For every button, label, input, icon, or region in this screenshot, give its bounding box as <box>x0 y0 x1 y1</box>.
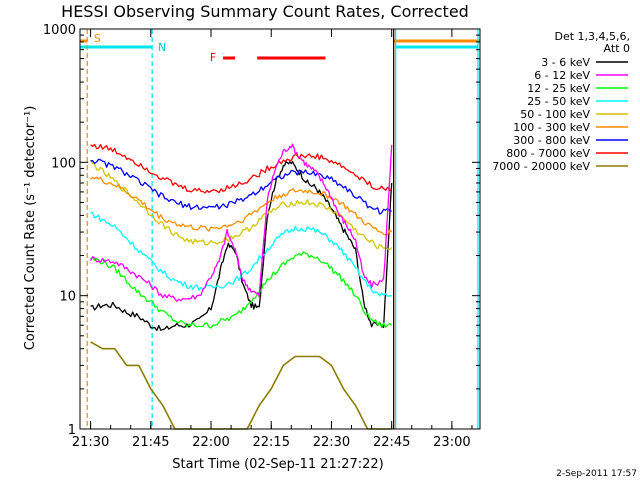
series-line <box>90 176 393 236</box>
series-line <box>90 159 393 251</box>
x-tick-label: 23:00 <box>433 435 470 450</box>
night-flag-label: N <box>158 41 166 54</box>
series-line <box>90 143 393 302</box>
x-tick-label: 22:15 <box>253 435 290 450</box>
legend-title-line-1: Det 1,3,4,5,6, <box>554 30 630 43</box>
legend-entry-label: 3 - 6 keV <box>541 56 590 69</box>
series-line <box>90 341 392 430</box>
chart-title: HESSI Observing Summary Count Rates, Cor… <box>61 2 469 21</box>
legend-title-line-2: Att 0 <box>604 42 630 55</box>
x-tick-label: 22:00 <box>192 435 229 450</box>
y-axis-label: Corrected Count Rate (s⁻¹ detector⁻¹) <box>23 106 38 351</box>
legend-entry-label: 6 - 12 keV <box>534 69 590 82</box>
legend-entry-label: 100 - 300 keV <box>513 121 590 134</box>
x-tick-label: 21:45 <box>132 435 169 450</box>
legend-entry-label: 25 - 50 keV <box>527 95 590 108</box>
legend-entry-label: 7000 - 20000 keV <box>492 160 590 173</box>
y-tick-label: 1 <box>68 423 76 438</box>
x-axis-label: Start Time (02-Sep-11 21:27:22) <box>172 457 383 472</box>
flare-flag-label: F <box>210 51 216 64</box>
series-line <box>90 160 393 332</box>
y-tick-label: 100 <box>51 156 76 171</box>
legend-entry-label: 50 - 100 keV <box>520 108 590 121</box>
legend-entry-label: 12 - 25 keV <box>527 82 590 95</box>
saa-flag-label: S <box>94 32 101 45</box>
series-line <box>90 251 393 329</box>
x-tick-label: 21:30 <box>72 435 109 450</box>
timestamp-label: 2-Sep-2011 17:57 <box>556 469 637 479</box>
plot-frame <box>79 28 481 430</box>
x-tick-label: 22:30 <box>313 435 350 450</box>
y-tick-label: 1000 <box>43 23 76 38</box>
y-tick-label: 10 <box>59 290 76 305</box>
x-tick-label: 22:45 <box>373 435 410 450</box>
series-line <box>90 158 392 215</box>
legend-entry-label: 800 - 7000 keV <box>506 147 590 160</box>
legend-entry-label: 300 - 800 keV <box>513 134 590 147</box>
series-line <box>90 143 393 194</box>
